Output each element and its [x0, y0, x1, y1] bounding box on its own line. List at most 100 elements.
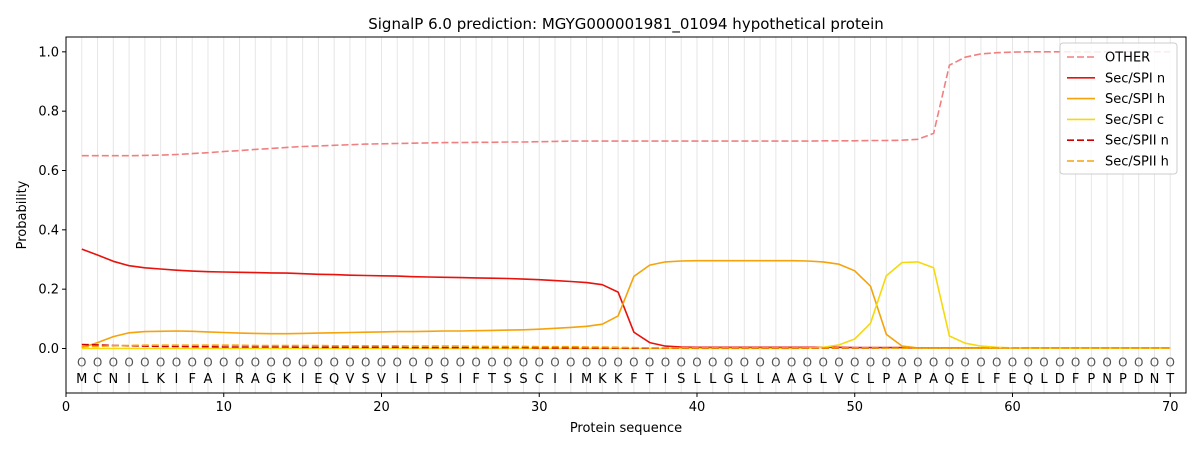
sequence-residue: P — [1119, 372, 1127, 387]
region-marker: O — [456, 355, 465, 369]
sequence-residue: A — [771, 372, 780, 387]
sequence-residue: G — [802, 372, 812, 387]
sequence-residue: E — [1008, 372, 1016, 387]
sequence-residue: I — [301, 372, 305, 387]
region-marker: O — [1008, 355, 1017, 369]
sequence-residue: C — [93, 372, 102, 387]
sequence-residue: K — [598, 372, 607, 387]
sequence-residue: N — [1150, 372, 1160, 387]
region-marker: O — [1071, 355, 1080, 369]
chart-title: SignalP 6.0 prediction: MGYG000001981_01… — [368, 15, 884, 34]
sequence-residue: K — [156, 372, 165, 387]
region-marker: O — [77, 355, 86, 369]
x-tick-label: 30 — [531, 400, 548, 415]
region-marker: O — [124, 355, 133, 369]
region-marker: O — [661, 355, 670, 369]
sequence-residue: S — [362, 372, 370, 387]
region-marker: O — [203, 355, 212, 369]
region-marker: O — [235, 355, 244, 369]
sequence-residue: Q — [944, 372, 954, 387]
legend-label: Sec/SPII n — [1105, 134, 1169, 149]
region-marker: O — [645, 355, 654, 369]
sequence-residue: A — [929, 372, 938, 387]
region-marker: O — [834, 355, 843, 369]
region-marker: O — [945, 355, 954, 369]
region-marker: O — [519, 355, 528, 369]
sequence-residue: G — [266, 372, 276, 387]
sequence-residue: S — [440, 372, 448, 387]
region-marker: O — [156, 355, 165, 369]
sequence-residue: F — [630, 372, 637, 387]
legend-box — [1059, 42, 1178, 175]
sequence-residue: P — [1087, 372, 1095, 387]
sequence-residue: A — [251, 372, 260, 387]
sequence-residue: F — [1072, 372, 1079, 387]
region-marker: O — [724, 355, 733, 369]
sequence-residue: S — [504, 372, 512, 387]
region-marker: O — [140, 355, 149, 369]
sequence-residue: M — [76, 372, 87, 387]
region-marker: O — [314, 355, 323, 369]
y-axis-ticks: 0.0 0.2 0.4 0.6 0.8 1.0 — [38, 45, 66, 357]
sequence-residue: A — [787, 372, 796, 387]
sequence-residue: F — [472, 372, 479, 387]
region-marker: O — [487, 355, 496, 369]
region-marker: O — [613, 355, 622, 369]
y-tick-label: 0.4 — [38, 223, 59, 238]
region-marker: O — [676, 355, 685, 369]
sequence-residue: Q — [1023, 372, 1033, 387]
y-tick-label: 1.0 — [38, 45, 59, 60]
region-marker: O — [535, 355, 544, 369]
sequence-residue: L — [409, 372, 417, 387]
y-tick-label: 0.2 — [38, 283, 59, 298]
sequence-residue: K — [283, 372, 292, 387]
sequence-residue: L — [867, 372, 875, 387]
sequence-residue: L — [1040, 372, 1048, 387]
sequence-residue: I — [175, 372, 179, 387]
region-marker: O — [109, 355, 118, 369]
y-axis-label: Probability — [15, 180, 30, 249]
region-marker: O — [251, 355, 260, 369]
sequence-residue: L — [756, 372, 764, 387]
region-marker: O — [960, 355, 969, 369]
sequence-residue: I — [553, 372, 557, 387]
sequence-residue: L — [977, 372, 985, 387]
sequence-residue: R — [235, 372, 244, 387]
region-marker: O — [329, 355, 338, 369]
region-marker: O — [550, 355, 559, 369]
sequence-residue: I — [222, 372, 226, 387]
legend-label: Sec/SPII h — [1105, 155, 1169, 170]
region-marker: O — [393, 355, 402, 369]
sequence-residue: V — [377, 372, 386, 387]
sequence-residue: E — [961, 372, 969, 387]
x-tick-label: 40 — [689, 400, 706, 415]
sequence-residue: F — [188, 372, 195, 387]
sequence-residue: T — [645, 372, 654, 387]
region-marker: O — [266, 355, 275, 369]
region-marker: O — [298, 355, 307, 369]
legend-label: Sec/SPI h — [1105, 92, 1165, 107]
region-marker: O — [377, 355, 386, 369]
region-marker: O — [771, 355, 780, 369]
sequence-residue: S — [677, 372, 685, 387]
series-lines — [81, 50, 1171, 350]
legend: OTHER Sec/SPI n Sec/SPI h Sec/SPI c Sec/SPII… — [1059, 42, 1178, 175]
sequence-residue: P — [425, 372, 433, 387]
region-marker: O — [187, 355, 196, 369]
x-tick-label: 70 — [1162, 400, 1179, 415]
x-tick-label: 60 — [1004, 400, 1021, 415]
sequence-residue: T — [487, 372, 496, 387]
series-line — [81, 50, 1171, 157]
legend-label: Sec/SPI n — [1105, 71, 1165, 86]
x-tick-label: 10 — [215, 400, 232, 415]
region-marker: O — [566, 355, 575, 369]
sequence-residue: E — [314, 372, 322, 387]
sequence-residue: L — [693, 372, 701, 387]
region-marker: O — [929, 355, 938, 369]
series-line — [81, 344, 1171, 350]
region-marker: O — [172, 355, 181, 369]
region-marker: O — [976, 355, 985, 369]
region-marker: O — [219, 355, 228, 369]
